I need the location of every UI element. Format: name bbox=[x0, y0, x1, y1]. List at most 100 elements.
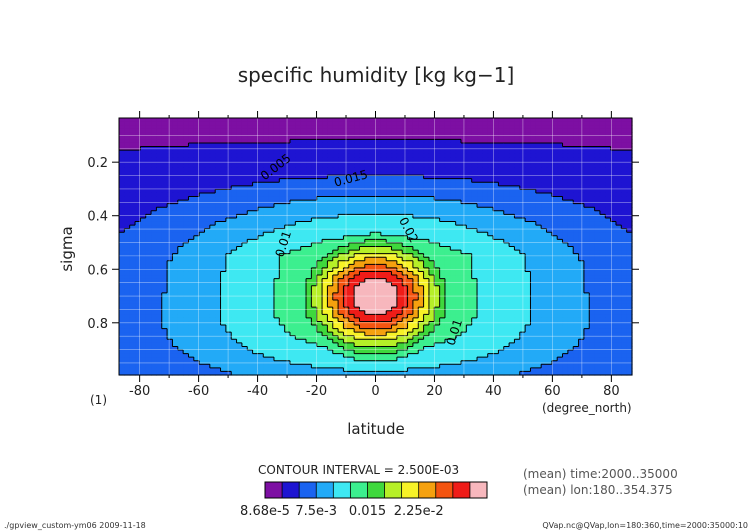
contour-cell bbox=[487, 189, 494, 194]
contour-cell bbox=[161, 139, 168, 144]
contour-cell bbox=[241, 121, 248, 126]
contour-cell bbox=[279, 271, 286, 276]
contour-cell bbox=[386, 132, 393, 137]
contour-cell bbox=[493, 182, 499, 187]
contour-cell bbox=[145, 242, 152, 248]
contour-cell bbox=[183, 271, 190, 276]
contour-cell bbox=[551, 267, 558, 273]
contour-cell bbox=[418, 225, 425, 230]
contour-cell bbox=[252, 128, 259, 133]
contour-cell bbox=[284, 118, 291, 123]
contour-cell bbox=[589, 157, 596, 162]
contour-cell bbox=[327, 239, 334, 244]
contour-cell bbox=[124, 282, 131, 287]
contour-cell bbox=[535, 264, 542, 269]
contour-cell bbox=[509, 242, 516, 248]
contour-cell bbox=[311, 250, 318, 255]
contour-cell bbox=[386, 160, 393, 165]
contour-cell bbox=[562, 150, 569, 155]
contour-cell bbox=[514, 292, 521, 298]
contour-cell bbox=[236, 189, 243, 194]
contour-cell bbox=[295, 125, 302, 130]
contour-cell bbox=[316, 164, 323, 169]
contour-cell bbox=[396, 121, 403, 126]
contour-cell bbox=[455, 278, 462, 283]
contour-cell bbox=[273, 185, 280, 190]
contour-cell bbox=[247, 157, 254, 162]
contour-cell bbox=[503, 164, 510, 169]
contour-cell bbox=[514, 296, 521, 301]
contour-cell bbox=[621, 242, 628, 248]
contour-cell bbox=[332, 239, 339, 244]
contour-cell bbox=[220, 167, 227, 173]
contour-cell bbox=[503, 214, 510, 219]
contour-cell bbox=[541, 221, 548, 226]
contour-cell bbox=[279, 217, 286, 223]
contour-cell bbox=[306, 182, 312, 187]
contour-cell bbox=[252, 239, 259, 244]
contour-cell bbox=[391, 264, 398, 269]
contour-cell bbox=[343, 282, 350, 287]
contour-cell bbox=[396, 142, 403, 148]
contour-cell bbox=[541, 196, 548, 201]
contour-cell bbox=[145, 118, 152, 123]
contour-cell bbox=[370, 260, 377, 265]
contour-cell bbox=[562, 160, 569, 165]
contour-cell bbox=[573, 271, 580, 276]
contour-cell bbox=[450, 289, 457, 294]
contour-cell bbox=[583, 271, 590, 276]
contour-cell bbox=[530, 267, 537, 273]
contour-cell bbox=[509, 285, 516, 290]
contour-cell bbox=[188, 292, 195, 298]
contour-cell bbox=[167, 125, 174, 130]
contour-cell bbox=[295, 139, 302, 144]
contour-cell bbox=[573, 246, 580, 251]
contour-cell bbox=[610, 217, 617, 223]
contour-cell bbox=[375, 282, 382, 287]
contour-cell bbox=[172, 118, 179, 123]
contour-cell bbox=[129, 164, 136, 169]
contour-cell bbox=[177, 164, 184, 169]
contour-cell bbox=[177, 232, 184, 237]
contour-cell bbox=[236, 217, 243, 223]
contour-cell bbox=[599, 203, 606, 208]
contour-cell bbox=[546, 128, 553, 133]
contour-cell bbox=[514, 225, 521, 230]
contour-cell bbox=[530, 167, 537, 173]
contour-cell bbox=[380, 192, 387, 198]
contour-cell bbox=[300, 153, 307, 158]
contour-cell bbox=[145, 232, 152, 237]
contour-cell bbox=[359, 175, 366, 180]
contour-cell bbox=[161, 185, 168, 190]
contour-cell bbox=[423, 300, 430, 305]
contour-cell bbox=[482, 278, 489, 283]
contour-cell bbox=[525, 196, 532, 201]
contour-cell bbox=[348, 132, 355, 137]
contour-cell bbox=[551, 260, 558, 265]
contour-cell bbox=[129, 182, 136, 187]
contour-cell bbox=[332, 282, 339, 287]
contour-cell bbox=[370, 289, 377, 294]
contour-cell bbox=[375, 300, 382, 305]
contour-cell bbox=[626, 178, 633, 183]
contour-cell bbox=[375, 235, 382, 240]
contour-cell bbox=[562, 121, 569, 126]
contour-cell bbox=[177, 257, 184, 262]
contour-cell bbox=[156, 250, 163, 255]
contour-cell bbox=[418, 257, 425, 262]
contour-cell bbox=[338, 203, 345, 208]
contour-cell bbox=[119, 157, 125, 162]
contour-cell bbox=[161, 118, 168, 123]
contour-cell bbox=[188, 128, 195, 133]
contour-cell bbox=[247, 121, 254, 126]
contour-cell bbox=[514, 132, 521, 137]
contour-cell bbox=[407, 246, 414, 251]
contour-cell bbox=[167, 260, 174, 265]
contour-cell bbox=[455, 271, 462, 276]
contour-cell bbox=[386, 242, 393, 248]
contour-cell bbox=[444, 239, 451, 244]
contour-cell bbox=[599, 210, 606, 215]
contour-cell bbox=[172, 139, 179, 144]
contour-cell bbox=[370, 178, 377, 183]
contour-cell bbox=[370, 182, 377, 187]
